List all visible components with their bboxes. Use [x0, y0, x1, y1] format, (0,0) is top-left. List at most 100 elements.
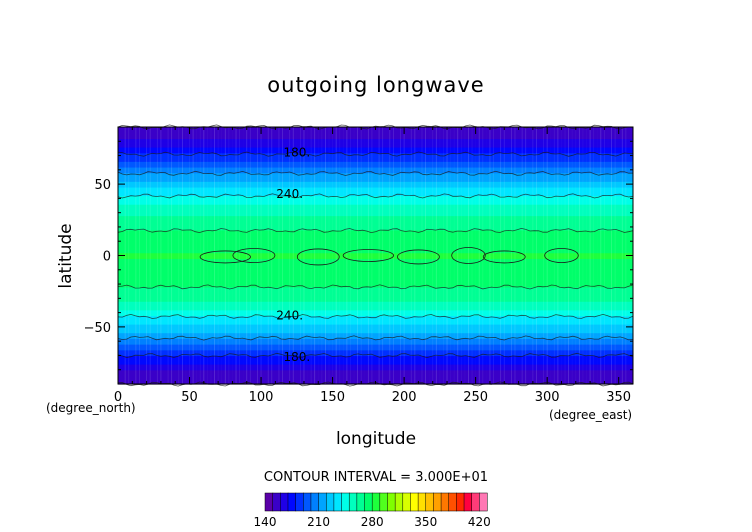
heatmap-cell: [118, 189, 633, 194]
heatmap-cell: [118, 335, 633, 339]
colorbar-cell: [471, 492, 480, 512]
colorbar-cell: [440, 492, 450, 512]
heatmap-cell: [118, 306, 633, 311]
colorbar-cell: [325, 492, 335, 512]
heatmap-cell: [118, 206, 633, 211]
colorbar-cell: [479, 492, 488, 512]
heatmap-cell: [118, 192, 633, 197]
contour-line: [117, 313, 634, 320]
heatmap-cell: [118, 372, 633, 377]
heatmap-cell: [118, 181, 633, 185]
heatmap-cell: [118, 264, 633, 268]
x-tick-label: 150: [320, 390, 345, 405]
colorbar-cell: [303, 492, 312, 512]
heatmap-cell: [118, 324, 633, 328]
contour-line: [117, 227, 634, 234]
heatmap-cell: [118, 226, 633, 231]
x-axis: 0 50 100 150 200 250 300 350: [114, 127, 631, 405]
plot-area: [117, 124, 634, 387]
colorbar-cell: [417, 492, 427, 512]
heatmap-cell: [118, 155, 633, 160]
x-tick-label: 350: [606, 390, 631, 405]
heatmap-cell: [118, 141, 633, 145]
heatmap-cell: [118, 266, 633, 271]
heatmap-cell: [118, 278, 633, 282]
x-tick-label: 50: [181, 390, 198, 405]
x-tick-label: 250: [463, 390, 488, 405]
heatmap-cell: [118, 218, 633, 222]
colorbar-cell: [371, 492, 381, 512]
colorbar-cell: [394, 492, 404, 512]
heatmap-cell: [118, 204, 633, 208]
colorbar-cell: [280, 492, 289, 512]
heatmap-cell: [118, 315, 633, 319]
contour-line: [296, 248, 340, 266]
contour-label: 180.: [283, 146, 310, 160]
colorbar-cell: [264, 492, 274, 512]
contour-label: 240.: [276, 308, 303, 322]
heatmap-cell: [118, 261, 633, 265]
contour-line: [232, 248, 276, 263]
heatmap-cell: [118, 238, 633, 242]
contour-line: [117, 193, 634, 199]
x-axis-label: longitude: [336, 429, 416, 449]
colorbar-cell: [341, 492, 350, 512]
contour-labels: 180. 240. 240. 180.: [276, 146, 310, 364]
heatmap-cell: [118, 178, 633, 182]
heatmap-cell: [118, 132, 633, 137]
heatmap-cell: [118, 378, 633, 382]
heatmap-cell: [118, 361, 633, 365]
colorbar-tick-label: 210: [307, 515, 330, 529]
heatmap-cell: [118, 341, 633, 345]
heatmap-cell: [118, 152, 633, 157]
colorbar-cell: [456, 492, 465, 512]
colorbar-tick-label: 140: [254, 515, 277, 529]
heatmap-cell: [118, 144, 633, 148]
x-tick-label: 0: [114, 390, 122, 405]
colorbar-cell: [318, 492, 327, 512]
colorbar: 140 210 280 350 420: [254, 492, 491, 529]
heatmap-cell: [118, 241, 633, 245]
y-tick-label: 0: [103, 250, 111, 265]
heatmap-cell: [118, 321, 633, 325]
heatmap-cell: [118, 186, 633, 191]
heatmap-cell: [118, 312, 633, 317]
heatmap-cell: [118, 295, 633, 299]
contour-line: [117, 151, 634, 157]
contour-line: [451, 247, 486, 264]
contour-line: [117, 335, 634, 341]
heatmap-cell: [118, 286, 633, 291]
heatmap-cell: [118, 246, 633, 251]
colorbar-cell: [295, 492, 304, 512]
heatmap-cell: [118, 364, 633, 368]
heatmap-cell: [118, 212, 633, 217]
heatmap-cell: [118, 301, 633, 305]
heatmap-cell: [118, 201, 633, 205]
heatmap-cell: [118, 304, 633, 308]
colorbar-cell: [448, 492, 457, 512]
heatmap-cell: [118, 138, 633, 142]
heatmap-cell: [118, 309, 633, 314]
x-tick-label: 100: [249, 390, 274, 405]
heatmap-cell: [118, 358, 633, 362]
colorbar-cell: [287, 492, 297, 512]
heatmap-cell: [118, 281, 633, 285]
heatmap-cell: [118, 175, 633, 179]
chart-title: outgoing longwave: [267, 73, 484, 97]
heatmap-cell: [118, 255, 633, 259]
colorbar-tick-label: 350: [414, 515, 437, 529]
heatmap-cell: [118, 269, 633, 274]
heatmap-cell: [118, 198, 633, 202]
colorbar-cell: [356, 492, 366, 512]
heatmap-cell: [118, 252, 633, 257]
contour-line: [117, 352, 634, 359]
heatmap-cell: [118, 215, 633, 219]
contour-line: [342, 249, 394, 262]
colorbar-cell: [463, 492, 473, 512]
heatmap-cell: [118, 249, 633, 254]
colorbar-cell: [425, 492, 434, 512]
heatmap-cell: [118, 329, 633, 334]
heatmap-cell: [118, 195, 633, 199]
heatmap-cell: [118, 221, 633, 225]
